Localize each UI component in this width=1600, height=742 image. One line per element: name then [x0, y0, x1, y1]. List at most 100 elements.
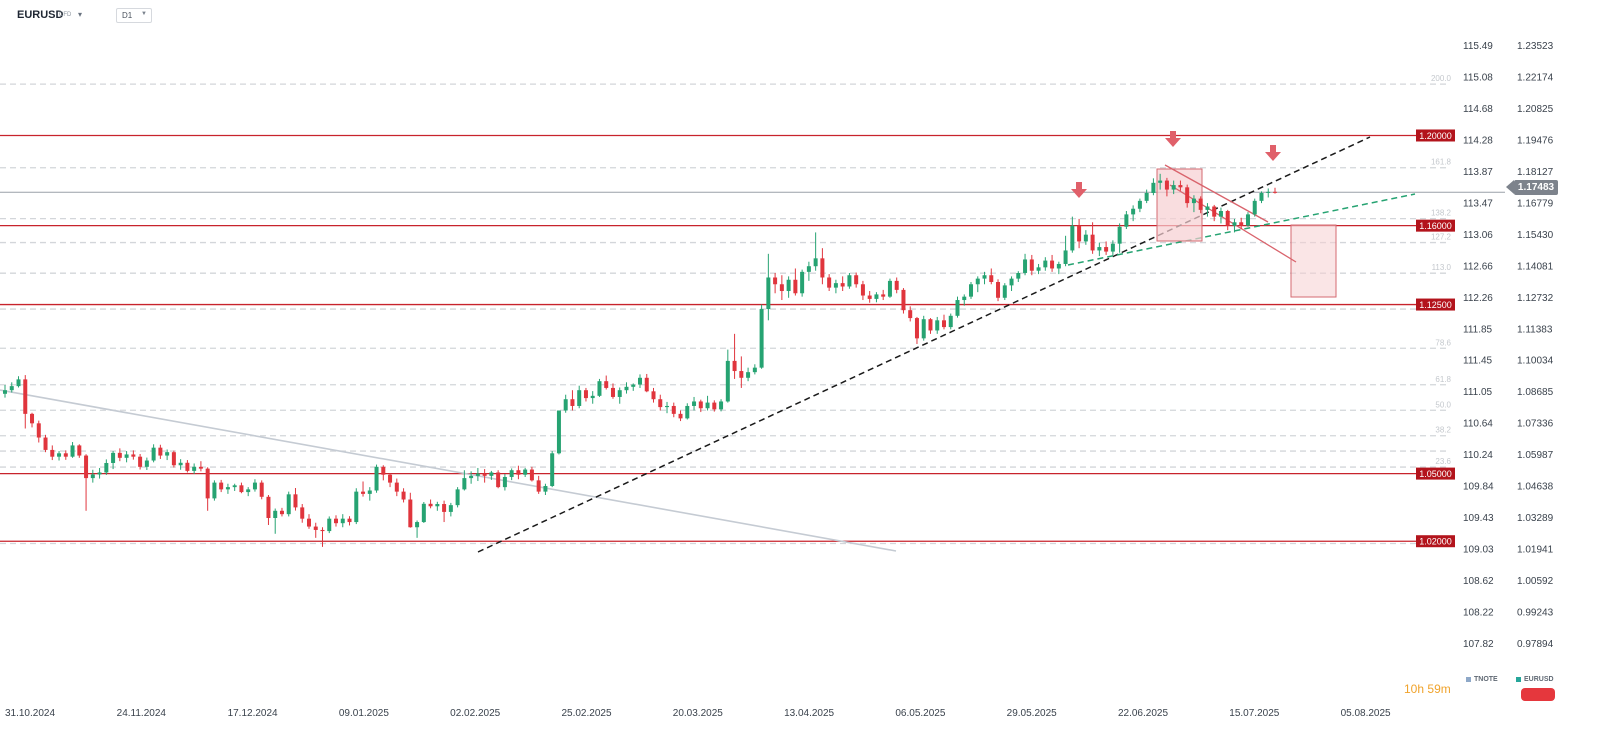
- legend-swatch-tnote: [1466, 676, 1471, 682]
- x-axis-tick: 17.12.2024: [228, 708, 278, 719]
- candle-body: [36, 423, 41, 438]
- fib-label: 50.0: [1435, 400, 1451, 409]
- drawings: [0, 136, 1416, 553]
- fib-label: 138.2: [1431, 209, 1452, 218]
- candle-body: [509, 470, 514, 477]
- candle-body: [252, 482, 257, 490]
- candle-body: [800, 271, 805, 294]
- candle-body: [70, 445, 75, 457]
- timeframe-select[interactable]: D1 ▼: [116, 8, 152, 23]
- candle-body: [448, 505, 453, 512]
- candle-body: [556, 410, 561, 454]
- right-axis-tick: 1.11383: [1517, 324, 1553, 335]
- candle-body: [529, 469, 534, 481]
- candle-body: [239, 485, 244, 493]
- green-trend-line[interactable]: [1067, 193, 1416, 266]
- candle-body: [212, 482, 217, 499]
- right-axis-tick: 1.05987: [1517, 450, 1554, 461]
- candle-body: [617, 390, 622, 397]
- left-axis-tick: 113.87: [1463, 167, 1493, 178]
- left-axis-tick: 110.24: [1463, 450, 1493, 461]
- left-axis-tick: 108.22: [1463, 608, 1494, 619]
- candle-body: [111, 452, 116, 463]
- candle-body: [1191, 198, 1196, 204]
- level-label: 1.02000: [1419, 537, 1452, 547]
- candle-body: [334, 518, 339, 524]
- target-box[interactable]: [1290, 224, 1337, 298]
- candle-body: [462, 478, 467, 490]
- candle-body: [739, 371, 744, 378]
- left-axis-tick: 111.85: [1463, 324, 1493, 335]
- candle-body: [496, 472, 501, 488]
- candle-body: [1205, 206, 1210, 210]
- candle-body: [104, 462, 109, 473]
- candle-body: [1056, 263, 1061, 269]
- right-axis-tick: 1.19476: [1517, 135, 1554, 146]
- candle-body: [482, 473, 487, 476]
- candle-body: [1198, 198, 1203, 210]
- candle-body: [996, 281, 1001, 298]
- symbol-name[interactable]: EURUSD: [17, 9, 64, 21]
- candle-body: [712, 402, 717, 410]
- candle-body: [232, 485, 237, 488]
- left-axis-tick: 108.62: [1463, 576, 1494, 587]
- candle-body: [1245, 214, 1250, 226]
- channel-line-top[interactable]: [1164, 164, 1269, 223]
- candle-body: [1002, 285, 1007, 298]
- right-axis-tick: 1.15430: [1517, 230, 1554, 241]
- candle-body: [583, 390, 588, 399]
- candle-body: [131, 454, 136, 457]
- candle-body: [171, 452, 176, 466]
- candle-body: [597, 381, 602, 396]
- candle-body: [165, 452, 170, 456]
- chart-toolbar: EURUSD CFD ▾ D1 ▼: [0, 0, 1500, 28]
- right-axis-tick: 1.18127: [1517, 167, 1554, 178]
- candle-body: [1225, 210, 1230, 226]
- candle-body: [198, 466, 203, 469]
- candle-body: [773, 277, 778, 285]
- time-axis: 31.10.2024 24.11.2024 17.12.2024 09.01.2025…: [5, 708, 1391, 719]
- legend-item-tnote[interactable]: TNOTE: [1466, 676, 1498, 683]
- candle-body: [624, 386, 629, 391]
- action-button[interactable]: [1521, 688, 1555, 701]
- candle-body: [489, 472, 494, 476]
- candle-body: [914, 318, 919, 339]
- right-axis-tick: 1.14081: [1517, 261, 1554, 272]
- level-label-box: [1416, 535, 1455, 548]
- candle-body: [354, 491, 359, 523]
- price-tag-pointer: [1506, 180, 1514, 194]
- candle-body: [1124, 214, 1129, 227]
- candle-body: [469, 475, 474, 479]
- fib-label: 61.8: [1435, 375, 1451, 384]
- fib-label: 200.0: [1431, 74, 1452, 83]
- candle-body: [1266, 191, 1271, 193]
- candle-body: [806, 266, 811, 272]
- left-axis-tick: 107.82: [1463, 639, 1494, 650]
- pattern-box[interactable]: [1156, 168, 1203, 242]
- candle-body: [793, 279, 798, 294]
- symbol-dropdown-icon[interactable]: ▾: [78, 10, 83, 19]
- candle-body: [266, 496, 271, 518]
- candle-body: [874, 294, 879, 299]
- candle-body: [665, 405, 670, 408]
- candle-body: [651, 391, 656, 400]
- x-axis-tick: 09.01.2025: [339, 708, 389, 719]
- candle-body: [1016, 272, 1021, 279]
- candle-body: [894, 280, 899, 290]
- candle-body: [1171, 185, 1176, 190]
- right-axis-tick: 1.16779: [1517, 198, 1554, 209]
- candle-body: [361, 491, 366, 494]
- candle-body: [1104, 247, 1109, 252]
- uptrend-line[interactable]: [477, 136, 1371, 553]
- candle-body: [658, 399, 663, 408]
- candle-body: [1144, 192, 1149, 201]
- legend-item-eurusd[interactable]: EURUSD: [1516, 676, 1554, 683]
- right-axis-tick: 1.08685: [1517, 387, 1554, 398]
- candle-body: [151, 447, 156, 461]
- candle-body: [138, 456, 143, 467]
- chevron-down-icon: ▼: [141, 11, 147, 17]
- candle-body: [1043, 260, 1048, 268]
- candle-body: [1158, 180, 1163, 183]
- left-axis-tick: 111.45: [1463, 356, 1493, 367]
